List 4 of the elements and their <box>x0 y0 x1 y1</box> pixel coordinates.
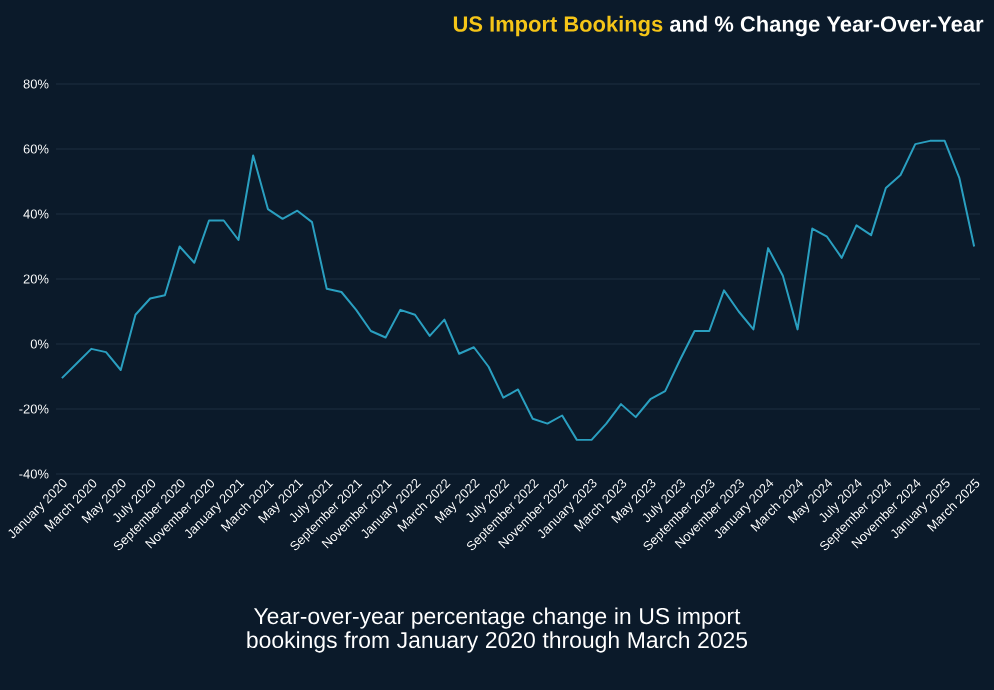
chart-title: US Import Bookings <box>453 15 663 37</box>
line-series <box>60 139 976 441</box>
text: Year-over-year percentage change in US import bookings from January 2020 through March 2025 <box>247 607 748 653</box>
chart-subtitle: and % Change Year-Over-Year <box>669 15 984 37</box>
